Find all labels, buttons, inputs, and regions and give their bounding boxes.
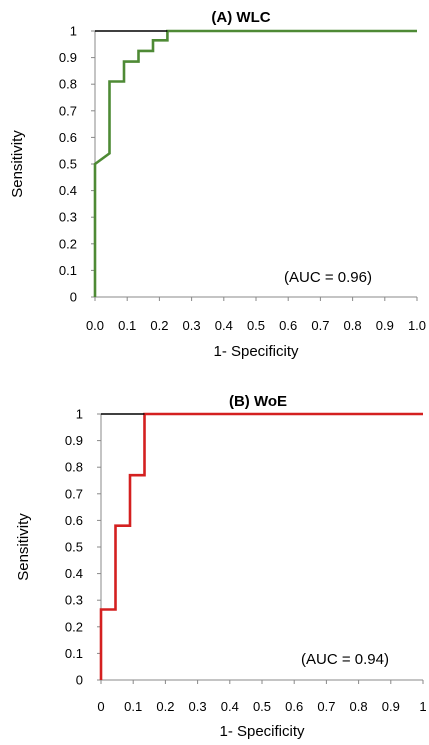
x-tick-label: 0 — [97, 699, 104, 714]
y-tick-label: 0.7 — [65, 486, 83, 501]
y-tick-label: 0.2 — [65, 619, 83, 634]
y-tick-label: 0 — [70, 290, 77, 305]
y-tick-label: 0.5 — [65, 540, 83, 555]
y-tick-label: 0.6 — [65, 513, 83, 528]
x-tick-label: 0.6 — [279, 318, 297, 333]
y-tick-label: 0.3 — [65, 593, 83, 608]
y-tick-label: 0.7 — [59, 103, 77, 118]
roc-chart-a: 0 0.1 0.2 0.3 0.4 0.5 0.6 0.7 0.8 0.9 1 0.0 0.1 0.2 0.… — [9, 9, 426, 360]
auc-annotation: (AUC = 0.96) — [284, 269, 372, 286]
chart-title: (A) WLC — [211, 9, 270, 26]
x-tick-label: 0.6 — [285, 699, 303, 714]
x-tick-label: 0.5 — [247, 318, 265, 333]
x-axis-label: 1- Specificity — [213, 343, 299, 360]
y-tick-label: 0.9 — [59, 50, 77, 65]
x-tick-label: 0.5 — [253, 699, 271, 714]
x-tick-label: 0.9 — [376, 318, 394, 333]
x-tick-label: 0.2 — [156, 699, 174, 714]
x-tick-label: 0.4 — [215, 318, 233, 333]
y-tick-label: 1 — [70, 24, 77, 39]
y-tick-label: 0.4 — [65, 566, 83, 581]
x-axis-label: 1- Specificity — [219, 723, 305, 740]
y-tick-label: 0.1 — [59, 263, 77, 278]
chart-title: (B) WoE — [229, 393, 287, 410]
roc-curve-line — [99, 412, 423, 680]
x-tick-label: 0.9 — [382, 699, 400, 714]
x-tick-label: 1.0 — [408, 318, 426, 333]
roc-chart-b: 0 0.1 0.2 0.3 0.4 0.5 0.6 0.7 0.8 0.9 1 0 0.1 0.2 0.3 0… — [15, 393, 427, 740]
x-tick-label: 0.7 — [317, 699, 335, 714]
x-tick-label: 0.4 — [221, 699, 239, 714]
x-tick-label: 0.0 — [86, 318, 104, 333]
x-tick-label: 0.3 — [183, 318, 201, 333]
y-axis-label: Sensitivity — [9, 130, 26, 198]
y-tick-label: 0.1 — [65, 646, 83, 661]
x-tick-label: 0.3 — [189, 699, 207, 714]
y-tick-label: 0.2 — [59, 236, 77, 251]
y-tick-label: 0.8 — [59, 77, 77, 92]
y-tick-label: 0.5 — [59, 157, 77, 172]
roc-curve-line — [93, 29, 417, 297]
x-tick-label: 0.8 — [350, 699, 368, 714]
x-tick-label: 0.1 — [118, 318, 136, 333]
y-tick-label: 0.4 — [59, 183, 77, 198]
y-axis-label: Sensitivity — [15, 513, 32, 581]
x-tick-label: 1 — [419, 699, 426, 714]
y-tick-label: 0 — [76, 673, 83, 688]
y-tick-label: 0.8 — [65, 460, 83, 475]
x-tick-label: 0.2 — [150, 318, 168, 333]
y-tick-label: 0.3 — [59, 210, 77, 225]
y-tick-label: 0.9 — [65, 433, 83, 448]
x-tick-label: 0.8 — [344, 318, 362, 333]
auc-annotation: (AUC = 0.94) — [301, 651, 389, 668]
x-tick-label: 0.7 — [311, 318, 329, 333]
x-tick-label: 0.1 — [124, 699, 142, 714]
y-tick-label: 0.6 — [59, 130, 77, 145]
y-tick-label: 1 — [76, 407, 83, 422]
